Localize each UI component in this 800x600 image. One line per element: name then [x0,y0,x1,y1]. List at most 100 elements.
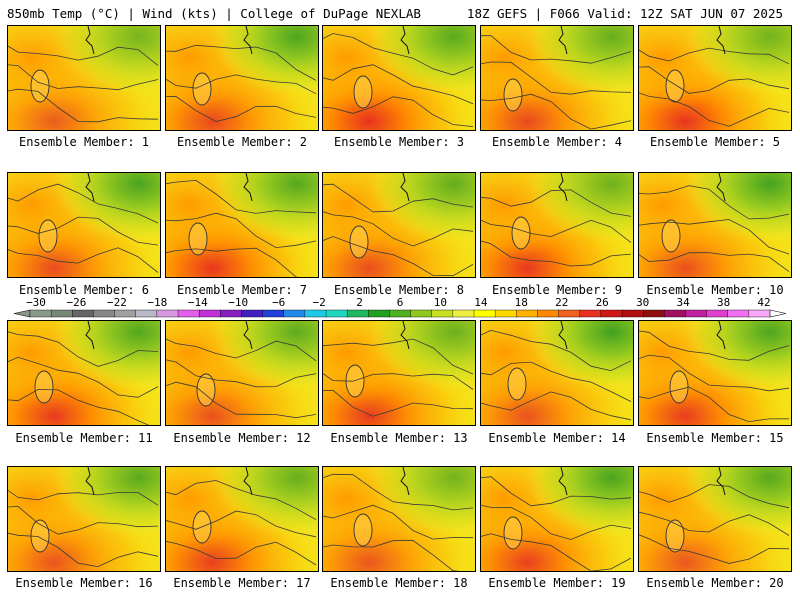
temperature-map [323,467,475,571]
colorbar-swatch [346,309,369,318]
colorbar-swatch [114,309,137,318]
colorbar-tick-label: −18 [147,296,168,309]
ensemble-panel [165,466,319,572]
colorbar-swatch [431,309,454,318]
temperature-map [639,321,791,425]
temperature-map [166,173,318,277]
colorbar-tick-label: 38 [716,296,731,309]
temperature-colorbar [13,309,787,318]
ensemble-member-label: Ensemble Member: 2 [176,135,308,149]
ensemble-panel [7,25,161,131]
colorbar-swatch [72,309,95,318]
ensemble-member-label: Ensemble Member: 10 [646,283,784,297]
temperature-map [166,26,318,130]
temperature-map [8,321,160,425]
ensemble-member-label: Ensemble Member: 18 [330,576,468,590]
ensemble-panel [322,172,476,278]
ensemble-panel [480,25,634,131]
colorbar-swatch [727,309,750,318]
colorbar-swatch [621,309,644,318]
colorbar-tick-label: −10 [228,296,249,309]
colorbar-tick-label: 26 [595,296,609,309]
colorbar-swatch [642,309,665,318]
colorbar-tick-label: −6 [272,296,286,309]
colorbar-swatch [198,309,221,318]
ensemble-member-label: Ensemble Member: 1 [18,135,150,149]
ensemble-member-label: Ensemble Member: 14 [488,431,626,445]
colorbar-swatch [748,309,771,318]
ensemble-panel [638,172,792,278]
ensemble-member-label: Ensemble Member: 20 [646,576,784,590]
temperature-map [639,467,791,571]
colorbar-swatch [558,309,581,318]
colorbar-tick-label: 2 [356,296,363,309]
temperature-map [481,173,633,277]
ensemble-panel [7,172,161,278]
colorbar-swatch [93,309,116,318]
ensemble-panel [480,172,634,278]
temperature-map [166,321,318,425]
ensemble-panel [322,320,476,426]
colorbar-swatch [325,309,348,318]
colorbar-tick-label: 14 [474,296,488,309]
ensemble-member-label: Ensemble Member: 12 [173,431,311,445]
map-header-title: 850mb Temp (°C) | Wind (kts) | College o… [7,6,421,21]
ensemble-member-label: Ensemble Member: 19 [488,576,626,590]
colorbar-arrow-left [13,309,31,318]
colorbar-swatch [283,309,306,318]
colorbar-swatch [516,309,539,318]
ensemble-panel [322,466,476,572]
colorbar-tick-label: −26 [66,296,87,309]
temperature-map [481,26,633,130]
colorbar-swatch [304,309,327,318]
temperature-map [8,173,160,277]
temperature-map [323,26,475,130]
temperature-map [166,467,318,571]
colorbar-tick-label: 10 [433,296,448,309]
colorbar-tick-label: −2 [312,296,326,309]
ensemble-panel [165,320,319,426]
map-header-valid-time: 18Z GEFS | F066 Valid: 12Z SAT JUN 07 20… [466,6,783,21]
colorbar-tick-label: 30 [636,296,650,309]
colorbar-swatch [706,309,729,318]
colorbar-swatch [220,309,243,318]
colorbar-swatch [368,309,391,318]
colorbar-tick-label: −30 [26,296,46,309]
colorbar-swatch [579,309,602,318]
colorbar-swatch [410,309,433,318]
temperature-map [639,173,791,277]
ensemble-member-label: Ensemble Member: 5 [649,135,781,149]
ensemble-member-label: Ensemble Member: 4 [491,135,623,149]
temperature-map [8,26,160,130]
temperature-map [323,173,475,277]
ensemble-member-label: Ensemble Member: 16 [15,576,153,590]
temperature-map [8,467,160,571]
ensemble-panel [480,466,634,572]
ensemble-panel [7,466,161,572]
colorbar-swatch [262,309,285,318]
temperature-map [481,321,633,425]
colorbar-swatch [685,309,708,318]
colorbar-swatch [135,309,158,318]
temperature-map [323,321,475,425]
colorbar-swatch [494,309,517,318]
colorbar-tick-label: 6 [396,296,404,309]
colorbar-swatch [452,309,475,318]
colorbar-swatch [537,309,560,318]
ensemble-member-label: Ensemble Member: 15 [646,431,784,445]
colorbar-tick-label: 18 [514,296,528,309]
ensemble-panel [638,466,792,572]
ensemble-member-label: Ensemble Member: 17 [173,576,311,590]
ensemble-member-label: Ensemble Member: 9 [491,283,623,297]
colorbar-swatch [29,309,52,318]
colorbar-swatch [664,309,687,318]
colorbar-swatch [600,309,623,318]
colorbar-swatch [177,309,200,318]
colorbar-tick-label: −22 [106,296,127,309]
colorbar-swatch [50,309,73,318]
ensemble-panel [638,25,792,131]
ensemble-panel [322,25,476,131]
ensemble-member-label: Ensemble Member: 8 [333,283,465,297]
ensemble-member-label: Ensemble Member: 3 [333,135,465,149]
colorbar-tick-label: −14 [187,296,208,309]
